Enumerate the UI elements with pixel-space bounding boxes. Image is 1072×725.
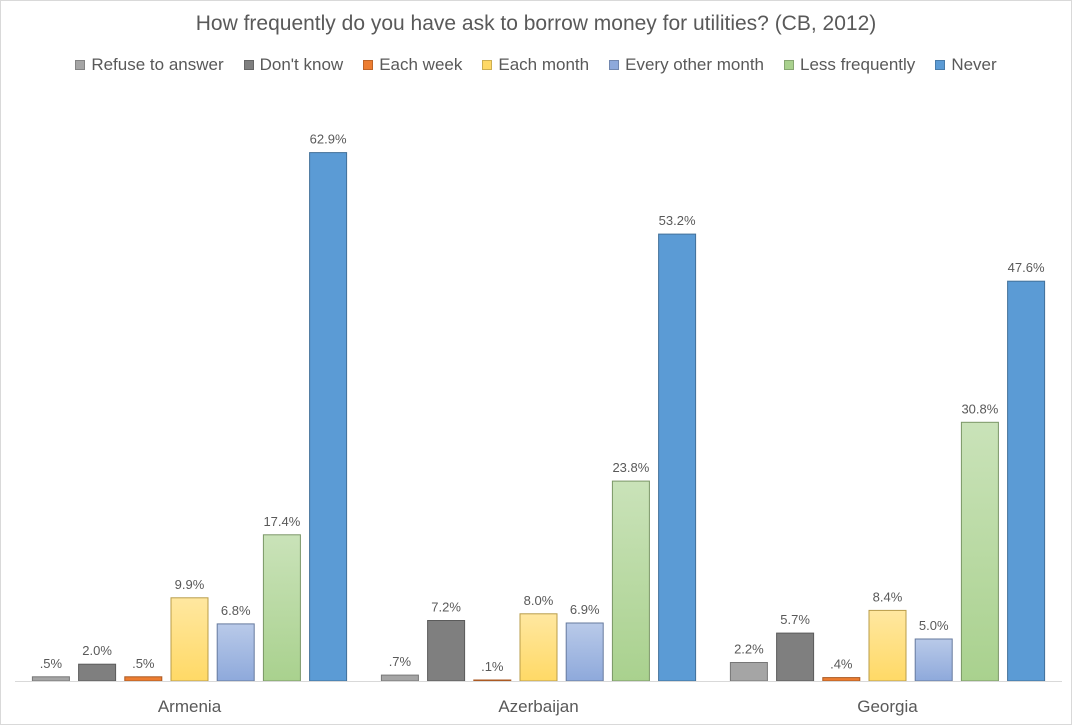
- legend-label: Every other month: [625, 55, 765, 74]
- bar-armenia-each-week: [124, 676, 163, 682]
- bar-georgia-don-t-know: [776, 632, 815, 682]
- bar-armenia-refuse-to-answer: [31, 676, 70, 682]
- legend-swatch: [935, 60, 946, 70]
- chart-title: How frequently do you have ask to borrow…: [195, 12, 877, 35]
- data-label: .5%: [132, 656, 155, 671]
- bar-georgia-never: [1007, 280, 1046, 682]
- category-label-georgia: Georgia: [857, 697, 918, 716]
- data-label: 5.7%: [780, 612, 810, 627]
- legend-swatch: [609, 60, 620, 70]
- data-label: 2.0%: [82, 643, 112, 658]
- data-label: 8.4%: [873, 589, 903, 604]
- legend-swatch: [482, 60, 493, 70]
- legend-swatch: [75, 60, 86, 70]
- bar-azerbaijan-less-frequently: [611, 480, 650, 682]
- data-label: 62.9%: [310, 132, 347, 147]
- data-label: 5.0%: [919, 618, 949, 633]
- legend: Refuse to answer Don't know Each week Each …: [0, 54, 1072, 76]
- legend-item-every-other-month: Every other month: [609, 55, 764, 75]
- bar-armenia-every-other-month: [216, 623, 255, 682]
- legend-label: Each week: [379, 55, 463, 74]
- bar-azerbaijan-refuse-to-answer: [380, 674, 419, 682]
- legend-label: Refuse to answer: [91, 55, 224, 74]
- legend-swatch: [363, 60, 374, 70]
- bar-azerbaijan-don-t-know: [427, 620, 466, 682]
- data-label: 30.8%: [961, 401, 998, 416]
- legend-item-less-frequently: Less frequently: [784, 55, 915, 75]
- data-label: 6.8%: [221, 603, 251, 618]
- bar-armenia-less-frequently: [262, 534, 301, 682]
- data-label: 53.2%: [659, 213, 696, 228]
- bar-georgia-refuse-to-answer: [729, 662, 768, 682]
- data-label: 23.8%: [612, 460, 649, 475]
- legend-label: Never: [951, 55, 997, 74]
- data-label: .4%: [830, 657, 853, 672]
- data-label: 8.0%: [524, 593, 554, 608]
- legend-item-refuse-to-answer: Refuse to answer: [75, 55, 224, 75]
- data-label: 9.9%: [175, 577, 205, 592]
- bar-azerbaijan-never: [658, 233, 697, 682]
- data-label: .1%: [481, 659, 504, 674]
- legend-item-each-month: Each month: [482, 55, 589, 75]
- data-label: 7.2%: [431, 600, 461, 615]
- bar-armenia-each-month: [170, 597, 209, 682]
- data-label: .5%: [40, 656, 63, 671]
- data-label: 17.4%: [263, 514, 300, 529]
- legend-label: Don't know: [259, 55, 344, 74]
- bar-georgia-each-month: [868, 609, 907, 682]
- legend-swatch: [784, 60, 795, 70]
- data-label: .7%: [389, 654, 412, 669]
- bar-azerbaijan-every-other-month: [565, 622, 604, 682]
- legend-item-each-week: Each week: [363, 55, 462, 75]
- legend-item-don-t-know: Don't know: [243, 55, 344, 75]
- bar-azerbaijan-each-month: [519, 613, 558, 682]
- bar-georgia-every-other-month: [914, 638, 953, 682]
- legend-label: Less frequently: [800, 55, 916, 74]
- data-label: 6.9%: [570, 602, 600, 617]
- bar-georgia-each-week: [822, 677, 861, 682]
- bar-azerbaijan-each-week: [473, 679, 512, 682]
- bar-armenia-never: [309, 152, 348, 682]
- legend-item-never: Never: [935, 55, 997, 75]
- bar-armenia-don-t-know: [78, 663, 117, 682]
- category-label-armenia: Armenia: [158, 697, 222, 716]
- bar-georgia-less-frequently: [960, 421, 999, 682]
- legend-label: Each month: [498, 55, 590, 74]
- legend-swatch: [243, 60, 254, 70]
- data-label: 47.6%: [1008, 260, 1045, 275]
- category-label-azerbaijan: Azerbaijan: [498, 697, 578, 716]
- data-label: 2.2%: [734, 642, 764, 657]
